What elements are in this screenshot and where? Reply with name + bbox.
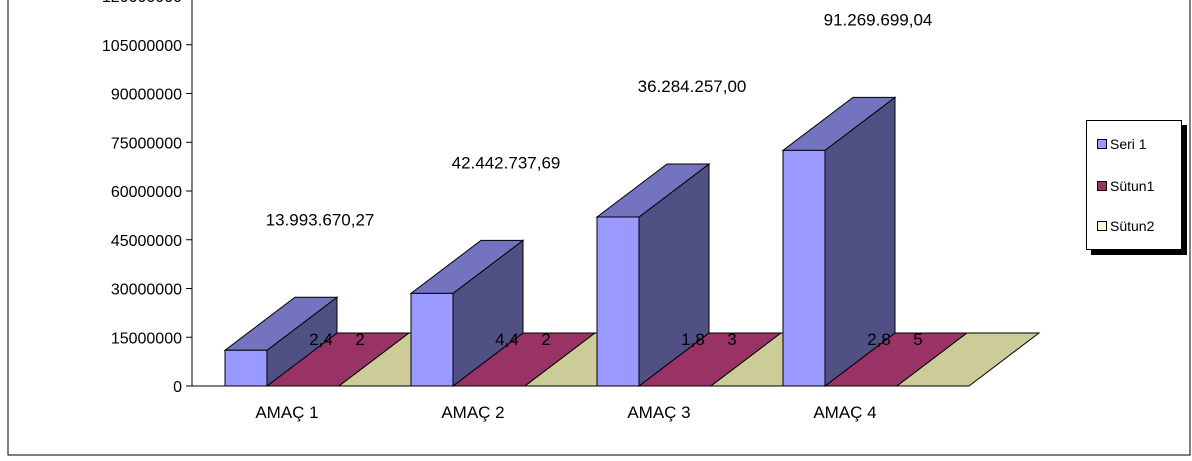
legend-item-sutun2: Sütun2	[1097, 217, 1154, 235]
sutun1-value-label: 2,8	[867, 330, 891, 349]
seri-1-bar	[596, 216, 640, 387]
y-tick-label: 45000000	[111, 233, 182, 250]
primary-series-bars	[223, 96, 897, 388]
sutun2-floor	[895, 332, 1041, 387]
sutun1-value-label: 2,4	[309, 330, 333, 349]
y-tick-label: 15000000	[111, 330, 182, 347]
seri-1-bar	[782, 149, 826, 387]
sutun2-value-label: 2	[355, 330, 364, 349]
sutun1-value-label: 4,4	[495, 330, 519, 349]
seri-1-bar	[224, 349, 268, 387]
x-category-label: AMAÇ 2	[441, 403, 504, 422]
sutun2-value-label: 2	[541, 330, 550, 349]
legend-label-sutun1: Sütun1	[1110, 178, 1155, 194]
y-tick-label: 120000000	[102, 0, 182, 6]
x-category-label: AMAÇ 4	[813, 403, 876, 422]
sutun2-value-label: 5	[913, 330, 922, 349]
chart-border	[7, 0, 1191, 456]
seri-1-value-label: 91.269.699,04	[824, 10, 933, 29]
value-labels: 13.993.670,27 2,4 2 42.442.737,69 4,4 2 36.284…	[266, 10, 933, 349]
legend-swatch-sutun1	[1097, 181, 1107, 191]
legend-item-seri-1: Seri 1	[1097, 135, 1147, 153]
legend-item-sutun1: Sütun1	[1097, 177, 1154, 195]
legend: Seri 1 Sütun1 Sütun2	[1086, 120, 1182, 250]
seri-1-value-label: 36.284.257,00	[638, 77, 747, 96]
seri-1-value-label: 42.442.737,69	[452, 153, 561, 172]
seri-1-bar	[410, 292, 454, 387]
y-tick-label: 60000000	[111, 184, 182, 201]
x-category-label: AMAÇ 1	[255, 403, 318, 422]
y-tick-label: 0	[173, 379, 182, 396]
y-tick-label: 90000000	[111, 87, 182, 104]
legend-swatch-seri-1	[1097, 139, 1107, 149]
y-tick-label: 30000000	[111, 282, 182, 299]
x-axis-labels: AMAÇ 1 AMAÇ 2 AMAÇ 3 AMAÇ 4	[255, 403, 876, 422]
y-tick-label: 105000000	[102, 38, 182, 55]
sutun1-value-label: 1,8	[681, 330, 705, 349]
sutun2-value-label: 3	[727, 330, 736, 349]
legend-label-sutun2: Sütun2	[1110, 218, 1155, 234]
legend-swatch-sutun2	[1097, 221, 1107, 231]
legend-label-seri-1: Seri 1	[1110, 136, 1147, 152]
y-axis-ticks: 0 15000000 30000000 45000000 60000000 7500000…	[102, 0, 192, 396]
seri-1-value-label: 13.993.670,27	[266, 210, 375, 229]
y-tick-label: 75000000	[111, 135, 182, 152]
x-category-label: AMAÇ 3	[627, 403, 690, 422]
